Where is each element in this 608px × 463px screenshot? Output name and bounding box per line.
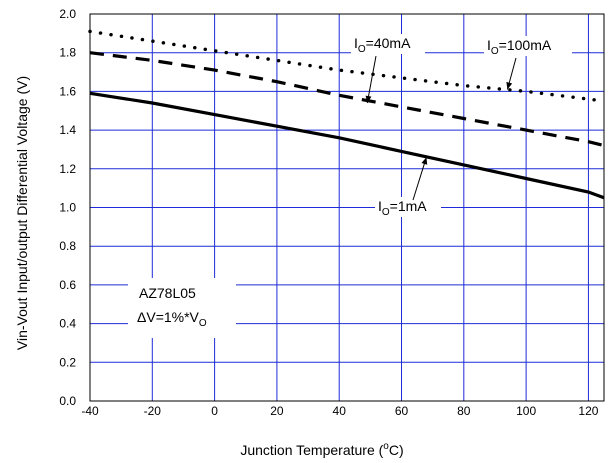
annotation-arrow <box>412 157 427 201</box>
y-tick-label: 1.0 <box>59 201 76 215</box>
x-tick-label: 100 <box>516 404 536 418</box>
device-label-line1: AZ78L05 <box>139 285 196 301</box>
x-axis-label-post: C) <box>389 442 404 458</box>
annotation-arrowhead <box>421 157 428 165</box>
plot-frame <box>89 13 605 402</box>
device-label-line2: ΔV=1%*VO <box>137 309 207 329</box>
device-label-box <box>128 278 236 338</box>
ticks-layer: -40 -20 0 20 40 60 80 100 120 0.0 0.2 0.4 0.6 0.8 1.0 1… <box>59 7 598 418</box>
y-tick-label: 0.0 <box>59 394 76 408</box>
annotation-arrowhead <box>506 81 513 90</box>
series-line-40ma <box>89 51 605 148</box>
x-tick-label: -40 <box>81 404 99 418</box>
y-tick-label: 0.4 <box>59 317 76 331</box>
x-axis-label-sup: o <box>383 441 389 452</box>
annotation-arrow <box>366 55 377 104</box>
x-axis-label: Junction Temperature (oC) <box>240 441 403 458</box>
series-line-100ma <box>88 29 606 103</box>
x-tick-label: 40 <box>333 404 347 418</box>
y-tick-label: 1.6 <box>59 84 76 98</box>
y-axis-label: Vin-Vout Input/output Differential Volta… <box>14 76 30 350</box>
x-tick-label: 120 <box>578 404 598 418</box>
annotation-1ma: IO=1mA <box>378 198 427 218</box>
series-layer <box>88 29 606 200</box>
annotation-knockout <box>351 34 425 54</box>
y-tick-label: 1.4 <box>59 123 76 137</box>
series-line-1ma <box>89 91 605 200</box>
x-tick-label: -20 <box>144 404 162 418</box>
x-tick-label: 0 <box>211 404 218 418</box>
y-tick-label: 1.2 <box>59 162 76 176</box>
annotation-40ma: IO=40mA <box>354 35 411 55</box>
y-tick-label: 0.2 <box>59 355 76 369</box>
annotation-knockout <box>375 197 441 217</box>
y-tick-label: 0.8 <box>59 239 76 253</box>
x-tick-label: 60 <box>395 404 409 418</box>
annotation-knockout <box>484 36 572 56</box>
annotation-100ma: IO=100mA <box>487 37 552 57</box>
annotation-layer: IO=1mA IO=40mA IO=100mA AZ78L05 ΔV=1%*VO <box>128 34 572 338</box>
annotation-arrowhead <box>365 95 372 104</box>
x-tick-label: 80 <box>457 404 471 418</box>
y-tick-label: 2.0 <box>59 7 76 21</box>
y-tick-label: 0.6 <box>59 278 76 292</box>
y-tick-label: 1.8 <box>59 46 76 60</box>
x-axis-label-pre: Junction Temperature ( <box>240 442 383 458</box>
x-tick-label: 20 <box>270 404 284 418</box>
